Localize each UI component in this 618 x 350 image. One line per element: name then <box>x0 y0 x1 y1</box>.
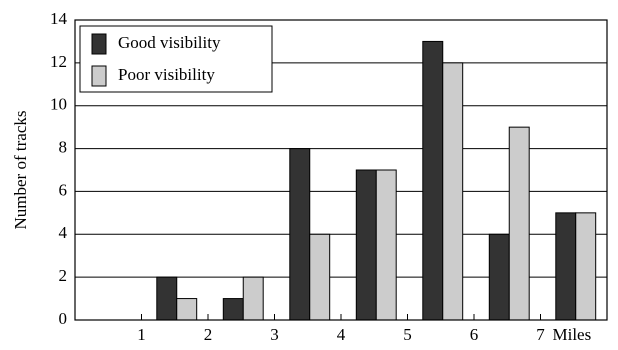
bar <box>309 233 331 321</box>
bar <box>176 298 198 321</box>
bar <box>508 126 530 321</box>
y-tick-label: 8 <box>59 137 68 156</box>
x-tick-label: 6 <box>470 325 479 344</box>
bar <box>156 276 178 321</box>
bar <box>488 233 510 321</box>
x-tick-label: 4 <box>337 325 346 344</box>
bar <box>375 169 397 321</box>
legend-label: Poor visibility <box>118 65 215 84</box>
y-tick-label: 10 <box>50 95 67 114</box>
bar <box>442 62 464 321</box>
y-tick-label: 4 <box>59 223 68 242</box>
y-axis-label: Number of tracks <box>11 111 30 230</box>
bar <box>222 298 244 321</box>
legend-box <box>79 25 273 93</box>
bar <box>555 212 577 321</box>
x-tick-label: 5 <box>403 325 412 344</box>
bar <box>355 169 377 321</box>
y-tick-label: 0 <box>59 309 68 328</box>
x-tick-label: 7 <box>536 325 545 344</box>
y-tick-label: 14 <box>50 9 68 28</box>
plot-frame <box>74 19 608 321</box>
x-axis-label: Miles <box>553 325 592 344</box>
legend-swatch <box>91 65 107 87</box>
x-tick-label: 3 <box>270 325 279 344</box>
bar <box>242 276 264 321</box>
bar <box>289 148 311 321</box>
x-tick-label: 2 <box>204 325 213 344</box>
bar <box>575 212 597 321</box>
y-tick-label: 12 <box>50 52 67 71</box>
legend-label: Good visibility <box>118 33 221 52</box>
x-tick-label: 1 <box>137 325 146 344</box>
y-tick-label: 2 <box>59 266 68 285</box>
legend-swatch <box>91 33 107 55</box>
y-tick-label: 6 <box>59 180 68 199</box>
bar <box>422 40 444 321</box>
